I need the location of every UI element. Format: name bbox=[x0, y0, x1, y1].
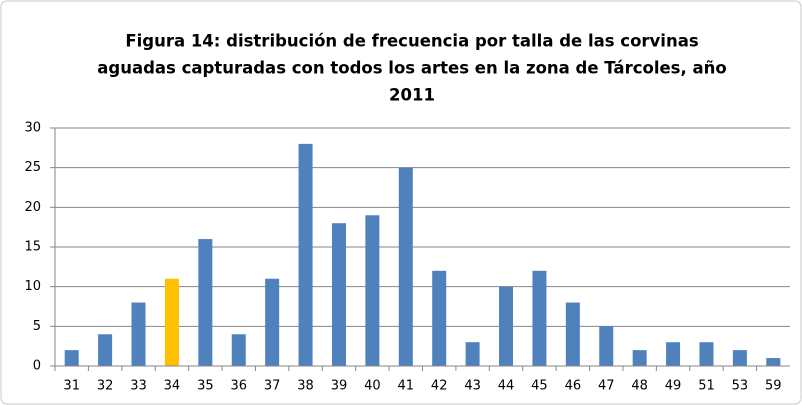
x-tick-label: 51 bbox=[698, 379, 715, 394]
x-tick-label: 49 bbox=[665, 379, 682, 394]
bar bbox=[465, 342, 480, 366]
bar bbox=[198, 239, 213, 366]
x-tick-label: 37 bbox=[264, 379, 281, 394]
x-tick-label: 36 bbox=[230, 379, 247, 394]
bar bbox=[632, 350, 647, 366]
x-tick-label: 33 bbox=[130, 379, 147, 394]
x-tick-label: 35 bbox=[197, 379, 214, 394]
y-tick-label: 5 bbox=[33, 319, 41, 334]
x-tick-label: 41 bbox=[398, 379, 415, 394]
y-tick-label: 25 bbox=[24, 160, 41, 175]
x-tick-label: 42 bbox=[431, 379, 448, 394]
x-tick-label: 38 bbox=[297, 379, 314, 394]
x-tick-label: 31 bbox=[63, 379, 80, 394]
bar bbox=[265, 278, 280, 366]
bar bbox=[164, 278, 179, 366]
y-tick-label: 10 bbox=[24, 279, 41, 294]
bar bbox=[231, 334, 246, 366]
x-tick-label: 44 bbox=[498, 379, 515, 394]
y-tick-label: 30 bbox=[24, 121, 41, 136]
bar bbox=[131, 302, 146, 366]
chart-title: Figura 14: distribución de frecuencia po… bbox=[125, 32, 699, 51]
y-tick-label: 0 bbox=[33, 359, 41, 374]
x-tick-label: 59 bbox=[765, 379, 782, 394]
bar bbox=[365, 215, 380, 366]
bar bbox=[64, 350, 79, 366]
bar bbox=[532, 270, 547, 366]
bar bbox=[565, 302, 580, 366]
y-tick-label: 20 bbox=[24, 200, 41, 215]
x-tick-label: 43 bbox=[464, 379, 481, 394]
x-tick-label: 39 bbox=[331, 379, 348, 394]
bar bbox=[599, 326, 614, 366]
bar bbox=[732, 350, 747, 366]
chart-title: 2011 bbox=[389, 86, 435, 105]
bar bbox=[432, 270, 447, 366]
y-tick-label: 15 bbox=[24, 240, 41, 255]
bar bbox=[699, 342, 714, 366]
bar bbox=[398, 167, 413, 366]
bar bbox=[766, 358, 781, 366]
bar bbox=[331, 223, 346, 366]
x-tick-label: 34 bbox=[164, 379, 181, 394]
bar bbox=[98, 334, 113, 366]
chart-title: aguadas capturadas con todos los artes e… bbox=[97, 59, 726, 78]
bar bbox=[499, 286, 514, 366]
bar bbox=[666, 342, 681, 366]
x-tick-label: 47 bbox=[598, 379, 615, 394]
bar bbox=[298, 143, 313, 366]
x-tick-label: 32 bbox=[97, 379, 114, 394]
x-tick-label: 46 bbox=[565, 379, 582, 394]
x-tick-label: 48 bbox=[631, 379, 648, 394]
x-tick-label: 53 bbox=[732, 379, 749, 394]
x-tick-label: 40 bbox=[364, 379, 381, 394]
x-tick-label: 45 bbox=[531, 379, 548, 394]
